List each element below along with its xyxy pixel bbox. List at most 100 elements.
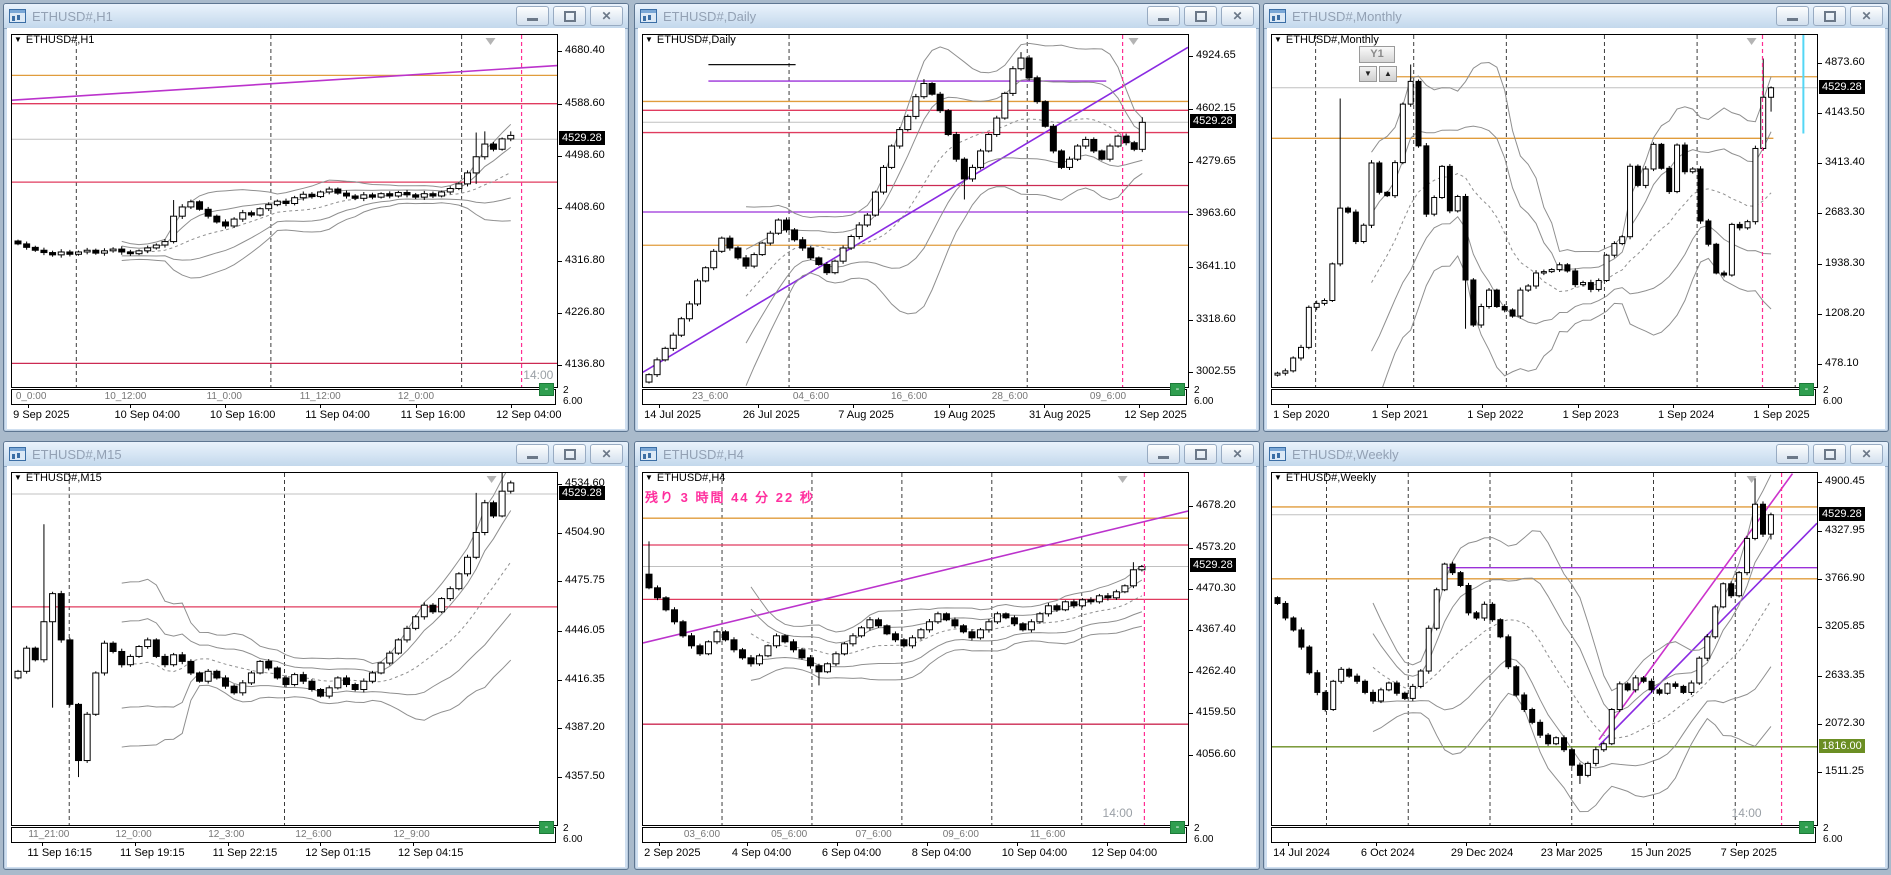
window-close-button[interactable]: ✕: [590, 444, 623, 464]
chevron-down-icon: ▼: [1274, 35, 1282, 44]
time-axis-label: 14 Jul 2024: [1273, 847, 1331, 859]
window-titlebar[interactable]: ETHUSD#,Weekly ✕: [1264, 442, 1888, 467]
time-indicator-subwindow[interactable]: 0_0:00 10_12:00 11_0:00 11_12:00 12_0:00 -: [11, 383, 556, 408]
window-close-button[interactable]: ✕: [1850, 6, 1883, 26]
chart-area[interactable]: ▼ ETHUSD#,Daily 23_6:00 04_6:00 16_6:00 28_6…: [638, 28, 1256, 429]
chart-shift-marker[interactable]: [1117, 476, 1128, 483]
subwindow-collapse-button[interactable]: -: [1170, 821, 1185, 834]
window-restore-button[interactable]: [1184, 444, 1217, 464]
window-titlebar[interactable]: ETHUSD#,M15 ✕: [4, 442, 628, 467]
price-axis-label: 478.10: [1825, 356, 1859, 369]
price-axis-tick: [558, 104, 562, 106]
symbol-period-label[interactable]: ▼ ETHUSD#,M15: [14, 472, 102, 484]
chart-canvas-monthly[interactable]: [1272, 35, 1817, 387]
restore-icon: [1194, 448, 1207, 460]
chart-canvas-h4[interactable]: [643, 473, 1188, 825]
window-titlebar[interactable]: ETHUSD#,Monthly ✕: [1264, 4, 1888, 29]
window-minimize-button[interactable]: [1776, 444, 1809, 464]
window-title: ETHUSD#,Daily: [663, 8, 757, 24]
window-minimize-button[interactable]: [516, 6, 549, 26]
subwindow-collapse-button[interactable]: -: [1799, 821, 1814, 834]
subwindow-time-label: 10_12:00: [104, 391, 147, 402]
subwindow-collapse-button[interactable]: -: [539, 383, 554, 396]
time-indicator-subwindow[interactable]: -: [1271, 383, 1816, 408]
chart-shift-marker[interactable]: [1746, 38, 1757, 45]
window-restore-button[interactable]: [1813, 6, 1846, 26]
time-indicator-subwindow[interactable]: 23_6:00 04_6:00 16_6:00 28_6:00 09_6:00 -: [642, 383, 1187, 408]
price-plot[interactable]: [642, 34, 1189, 388]
chart-area[interactable]: ▼ ETHUSD#,H1 0_0:00 10_12:00 11_0:00 11_12:0…: [7, 28, 625, 429]
window-close-button[interactable]: ✕: [1850, 444, 1883, 464]
price-plot[interactable]: [642, 472, 1189, 826]
chart-window-daily[interactable]: ETHUSD#,Daily ✕ ▼ ETHUSD#,Daily 23_6:00 04…: [634, 3, 1260, 432]
price-plot[interactable]: [11, 34, 558, 388]
subwindow-collapse-button[interactable]: -: [539, 821, 554, 834]
chart-area[interactable]: ▼ ETHUSD#,Weekly - 2 6.00 4900.45 4327.95 3…: [1267, 466, 1885, 867]
window-titlebar[interactable]: ETHUSD#,H1 ✕: [4, 4, 628, 29]
chart-area[interactable]: ▼ ETHUSD#,H4 03_6:00 05_6:00 07_6:00 09_6:00…: [638, 466, 1256, 867]
time-axis-tick: [836, 842, 838, 846]
time-axis-label: 15 Jun 2025: [1630, 847, 1692, 859]
subwindow-time-label: 12_0:00: [115, 829, 152, 840]
price-axis-tick: [1818, 63, 1822, 65]
price-axis-tick: [558, 51, 562, 53]
time-indicator-subwindow[interactable]: -: [1271, 821, 1816, 846]
symbol-period-label[interactable]: ▼ ETHUSD#,Weekly: [1274, 472, 1377, 484]
chart-area[interactable]: ▼ ETHUSD#,Monthly - 2 6.00 4873.60 4143.50…: [1267, 28, 1885, 429]
window-minimize-button[interactable]: [1147, 6, 1180, 26]
window-titlebar[interactable]: ETHUSD#,H4 ✕: [635, 442, 1259, 467]
price-axis-label: 4143.50: [1825, 106, 1865, 119]
chevron-down-icon: ▼: [645, 473, 653, 482]
window-close-button[interactable]: ✕: [1221, 444, 1254, 464]
window-restore-button[interactable]: [1184, 6, 1217, 26]
price-axis-label: 4573.20: [1196, 540, 1236, 553]
price-plot[interactable]: [1271, 34, 1818, 388]
time-axis-tick: [853, 404, 855, 408]
chart-window-weekly[interactable]: ETHUSD#,Weekly ✕ ▼ ETHUSD#,Weekly - 2 6.0…: [1263, 441, 1889, 870]
time-axis-tick: [926, 842, 928, 846]
window-titlebar[interactable]: ETHUSD#,Daily ✕: [635, 4, 1259, 29]
subwindow-collapse-button[interactable]: -: [1799, 383, 1814, 396]
price-plot[interactable]: [11, 472, 558, 826]
chart-canvas-m15[interactable]: [12, 473, 557, 825]
chart-window-monthly[interactable]: ETHUSD#,Monthly ✕ ▼ ETHUSD#,Monthly - 2 6…: [1263, 3, 1889, 432]
chart-window-h4[interactable]: ETHUSD#,H4 ✕ ▼ ETHUSD#,H4 03_6:00 05_6:00 0…: [634, 441, 1260, 870]
window-restore-button[interactable]: [553, 6, 586, 26]
symbol-period-label[interactable]: ▼ ETHUSD#,Daily: [645, 34, 736, 46]
window-minimize-button[interactable]: [516, 444, 549, 464]
subwindow-time-label: 12_6:00: [295, 829, 332, 840]
time-axis-label: 11 Sep 19:15: [120, 847, 185, 859]
chart-shift-marker[interactable]: [485, 38, 496, 45]
price-plot[interactable]: [1271, 472, 1818, 826]
window-restore-button[interactable]: [553, 444, 586, 464]
chart-window-h1[interactable]: ETHUSD#,H1 ✕ ▼ ETHUSD#,H1 0_0:00 10_12:00 1…: [3, 3, 629, 432]
chart-shift-marker[interactable]: [1128, 38, 1139, 45]
symbol-period-label[interactable]: ▼ ETHUSD#,H4: [645, 472, 726, 484]
price-axis-label: 4226.80: [565, 305, 605, 318]
arrow-down-button[interactable]: ▼: [1359, 66, 1377, 82]
window-restore-button[interactable]: [1813, 444, 1846, 464]
window-close-button[interactable]: ✕: [590, 6, 623, 26]
chart-window-m15[interactable]: ETHUSD#,M15 ✕ ▼ ETHUSD#,M15 11_21:00 12_0:…: [3, 441, 629, 870]
time-indicator-subwindow[interactable]: 11_21:00 12_0:00 12_3:00 12_6:00 12_9:00 -: [11, 821, 556, 846]
window-close-button[interactable]: ✕: [1221, 6, 1254, 26]
symbol-period-label[interactable]: ▼ ETHUSD#,Monthly: [1274, 34, 1379, 46]
subwindow-collapse-button[interactable]: -: [1170, 383, 1185, 396]
chart-canvas-weekly[interactable]: [1272, 473, 1817, 825]
window-title: ETHUSD#,Monthly: [1292, 8, 1402, 24]
arrow-up-button[interactable]: ▲: [1379, 66, 1397, 82]
close-icon: ✕: [1861, 9, 1872, 23]
chart-shift-marker[interactable]: [486, 476, 497, 483]
window-minimize-button[interactable]: [1776, 6, 1809, 26]
chart-canvas-h1[interactable]: [12, 35, 557, 387]
symbol-period-label[interactable]: ▼ ETHUSD#,H1: [14, 34, 95, 46]
window-minimize-button[interactable]: [1147, 444, 1180, 464]
chart-canvas-daily[interactable]: [643, 35, 1188, 387]
chart-area[interactable]: ▼ ETHUSD#,M15 11_21:00 12_0:00 12_3:00 12_6:…: [7, 466, 625, 867]
chart-shift-marker[interactable]: [1746, 476, 1757, 483]
time-axis-tick: [227, 842, 229, 846]
time-indicator-subwindow[interactable]: 03_6:00 05_6:00 07_6:00 09_6:00 11_6:00 -: [642, 821, 1187, 846]
subwindow-scale-bottom: 6.00: [563, 834, 583, 845]
y1-button[interactable]: Y1: [1359, 46, 1395, 63]
